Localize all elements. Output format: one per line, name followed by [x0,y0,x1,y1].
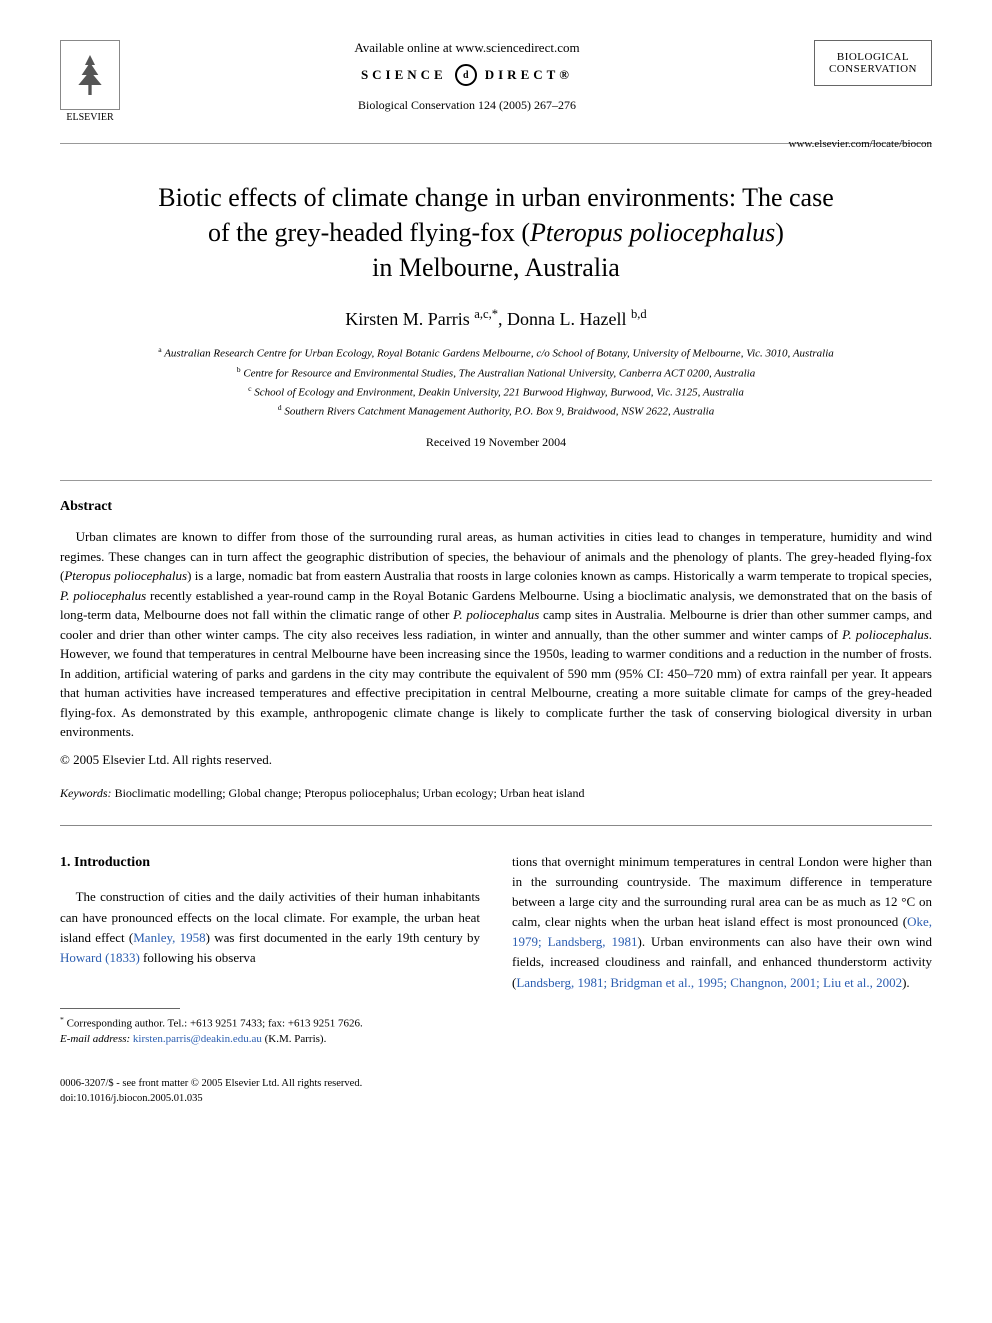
aff-d: d Southern Rivers Catchment Management A… [60,402,932,421]
availability-line: Available online at www.sciencedirect.co… [120,40,814,56]
footnote-rule [60,1008,180,1009]
right-column: tions that overnight minimum temperature… [512,852,932,1048]
elsevier-tree-icon [60,40,120,110]
sd-label-right: DIRECT® [485,67,573,83]
publisher-name: ELSEVIER [66,112,113,123]
keywords-label: Keywords: [60,786,112,800]
journal-name-line1: BIOLOGICAL [829,51,917,63]
intro-para-right: tions that overnight minimum temperature… [512,852,932,993]
email-suffix: (K.M. Parris). [265,1033,327,1045]
abs-species4: P. poliocephalus [842,627,929,642]
author-1: Kirsten M. Parris [345,309,470,329]
aff-c: c School of Ecology and Environment, Dea… [60,383,932,402]
abstract-top-rule [60,480,932,481]
ref-manley[interactable]: Manley, 1958 [133,930,205,945]
header-center: Available online at www.sciencedirect.co… [120,40,814,119]
abs-b: ) is a large, nomadic bat from eastern A… [187,568,932,583]
abs-species2: P. poliocephalus [60,588,146,603]
tree-icon [70,51,110,99]
aff-a: a Australian Research Centre for Urban E… [60,344,932,363]
sd-label-left: SCIENCE [361,67,447,83]
intro-para-left: The construction of cities and the daily… [60,887,480,968]
corresponding-email[interactable]: kirsten.parris@deakin.edu.au [133,1033,262,1045]
article-title: Biotic effects of climate change in urba… [100,180,892,285]
title-line2a: of the grey-headed flying-fox ( [208,218,530,247]
publisher-logo: ELSEVIER [60,40,120,123]
aff-d-text: Southern Rivers Catchment Management Aut… [284,406,714,418]
intro-heading: 1. Introduction [60,852,480,874]
sd-circle-icon: d [455,64,477,86]
body-columns: 1. Introduction The construction of citi… [60,852,932,1048]
abs-species3: P. poliocephalus [453,607,539,622]
sciencedirect-logo: SCIENCE d DIRECT® [361,64,573,86]
journal-url: www.elsevier.com/locate/biocon [60,138,932,150]
author-2-aff: b,d [631,307,647,321]
authors-line: Kirsten M. Parris a,c,*, Donna L. Hazell… [60,307,932,330]
journal-citation: Biological Conservation 124 (2005) 267–2… [120,98,814,113]
author-1-aff: a,c,* [474,307,498,321]
author-2: Donna L. Hazell [507,309,626,329]
title-line3: in Melbourne, Australia [372,253,620,282]
ref-landsberg[interactable]: Landsberg, 1981; Bridgman et al., 1995; … [516,975,902,990]
abstract-block: Abstract Urban climates are known to dif… [60,499,932,768]
ref-howard[interactable]: Howard (1833) [60,950,140,965]
intro-lc: following his observa [140,950,256,965]
corresponding-footnote: * Corresponding author. Tel.: +613 9251 … [60,1015,480,1047]
intro-ra: tions that overnight minimum temperature… [512,854,932,929]
aff-b: b Centre for Resource and Environmental … [60,364,932,383]
affiliations: a Australian Research Centre for Urban E… [60,344,932,421]
keywords-text: Bioclimatic modelling; Global change; Pt… [115,786,585,800]
intro-rc: ). [902,975,910,990]
page-header: ELSEVIER Available online at www.science… [60,40,932,123]
abstract-body: Urban climates are known to differ from … [60,527,932,742]
abs-species1: Pteropus poliocephalus [64,568,187,583]
abs-e: . However, we found that temperatures in… [60,627,932,740]
section-rule [60,825,932,826]
aff-a-text: Australian Research Centre for Urban Eco… [164,348,834,360]
title-line2b: ) [775,218,784,247]
footer-rights: 0006-3207/$ - see front matter © 2005 El… [60,1077,932,1092]
abstract-copyright: © 2005 Elsevier Ltd. All rights reserved… [60,752,932,768]
footer-doi: doi:10.1016/j.biocon.2005.01.035 [60,1092,932,1107]
title-species: Pteropus poliocephalus [530,218,775,247]
email-label: E-mail address: [60,1033,130,1045]
abstract-heading: Abstract [60,499,932,515]
aff-c-text: School of Ecology and Environment, Deaki… [254,386,744,398]
footnote-text: Corresponding author. Tel.: +613 9251 74… [67,1018,363,1030]
received-date: Received 19 November 2004 [60,435,932,450]
title-line1: Biotic effects of climate change in urba… [158,183,834,212]
left-column: 1. Introduction The construction of citi… [60,852,480,1048]
page-footer: 0006-3207/$ - see front matter © 2005 El… [60,1077,932,1106]
journal-name-line2: CONSERVATION [829,63,917,75]
keywords-line: Keywords: Bioclimatic modelling; Global … [60,786,932,801]
footnote-marker: * [60,1015,64,1024]
journal-box: BIOLOGICAL CONSERVATION [814,40,932,86]
intro-lb: ) was first documented in the early 19th… [206,930,480,945]
aff-b-text: Centre for Resource and Environmental St… [243,367,755,379]
